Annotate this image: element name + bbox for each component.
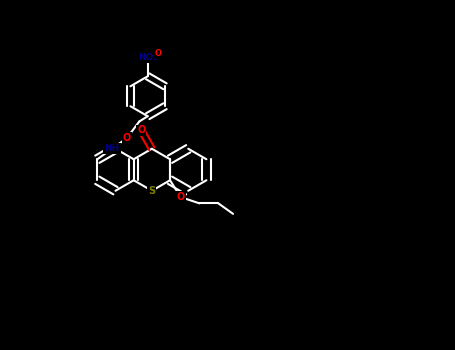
Text: NO₂: NO₂ [138, 53, 157, 62]
Text: NH: NH [104, 144, 120, 153]
Text: O: O [155, 49, 162, 58]
Text: O: O [122, 133, 131, 143]
Text: S: S [148, 186, 156, 196]
Text: O: O [137, 126, 146, 135]
Text: O: O [177, 192, 185, 202]
